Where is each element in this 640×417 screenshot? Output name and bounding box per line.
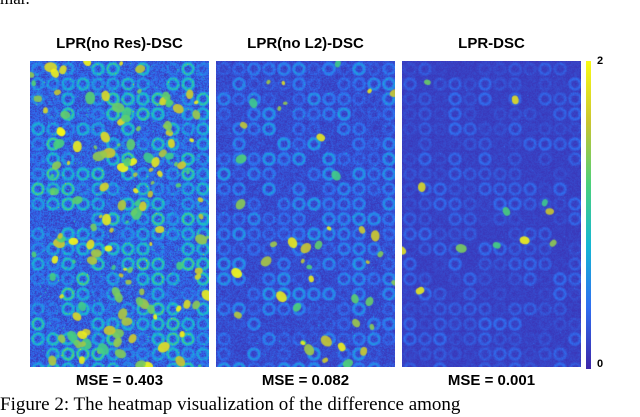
mse-label-no-l2: MSE = 0.082 (261, 372, 350, 389)
panel-title-no-l2: LPR(no L2)-DSC (247, 35, 364, 52)
heatmap-lpr-dsc (402, 61, 581, 367)
colorbar-max-label: 2 (597, 55, 604, 67)
colorbar-min-label: 0 (597, 358, 604, 370)
panel-title-no-res: LPR(no Res)-DSC (56, 35, 183, 52)
mse-label-lpr-dsc: MSE = 0.001 (447, 372, 536, 389)
panel-title-lpr-dsc: LPR-DSC (458, 35, 525, 52)
figure-caption: Figure 2: The heatmap visualization of t… (0, 394, 461, 415)
heatmap-no-res (30, 61, 209, 367)
heatmap-no-l2 (216, 61, 395, 367)
mse-label-no-res: MSE = 0.403 (75, 372, 164, 389)
colorbar (586, 61, 591, 369)
previous-text-fragment: mar. (0, 0, 30, 9)
